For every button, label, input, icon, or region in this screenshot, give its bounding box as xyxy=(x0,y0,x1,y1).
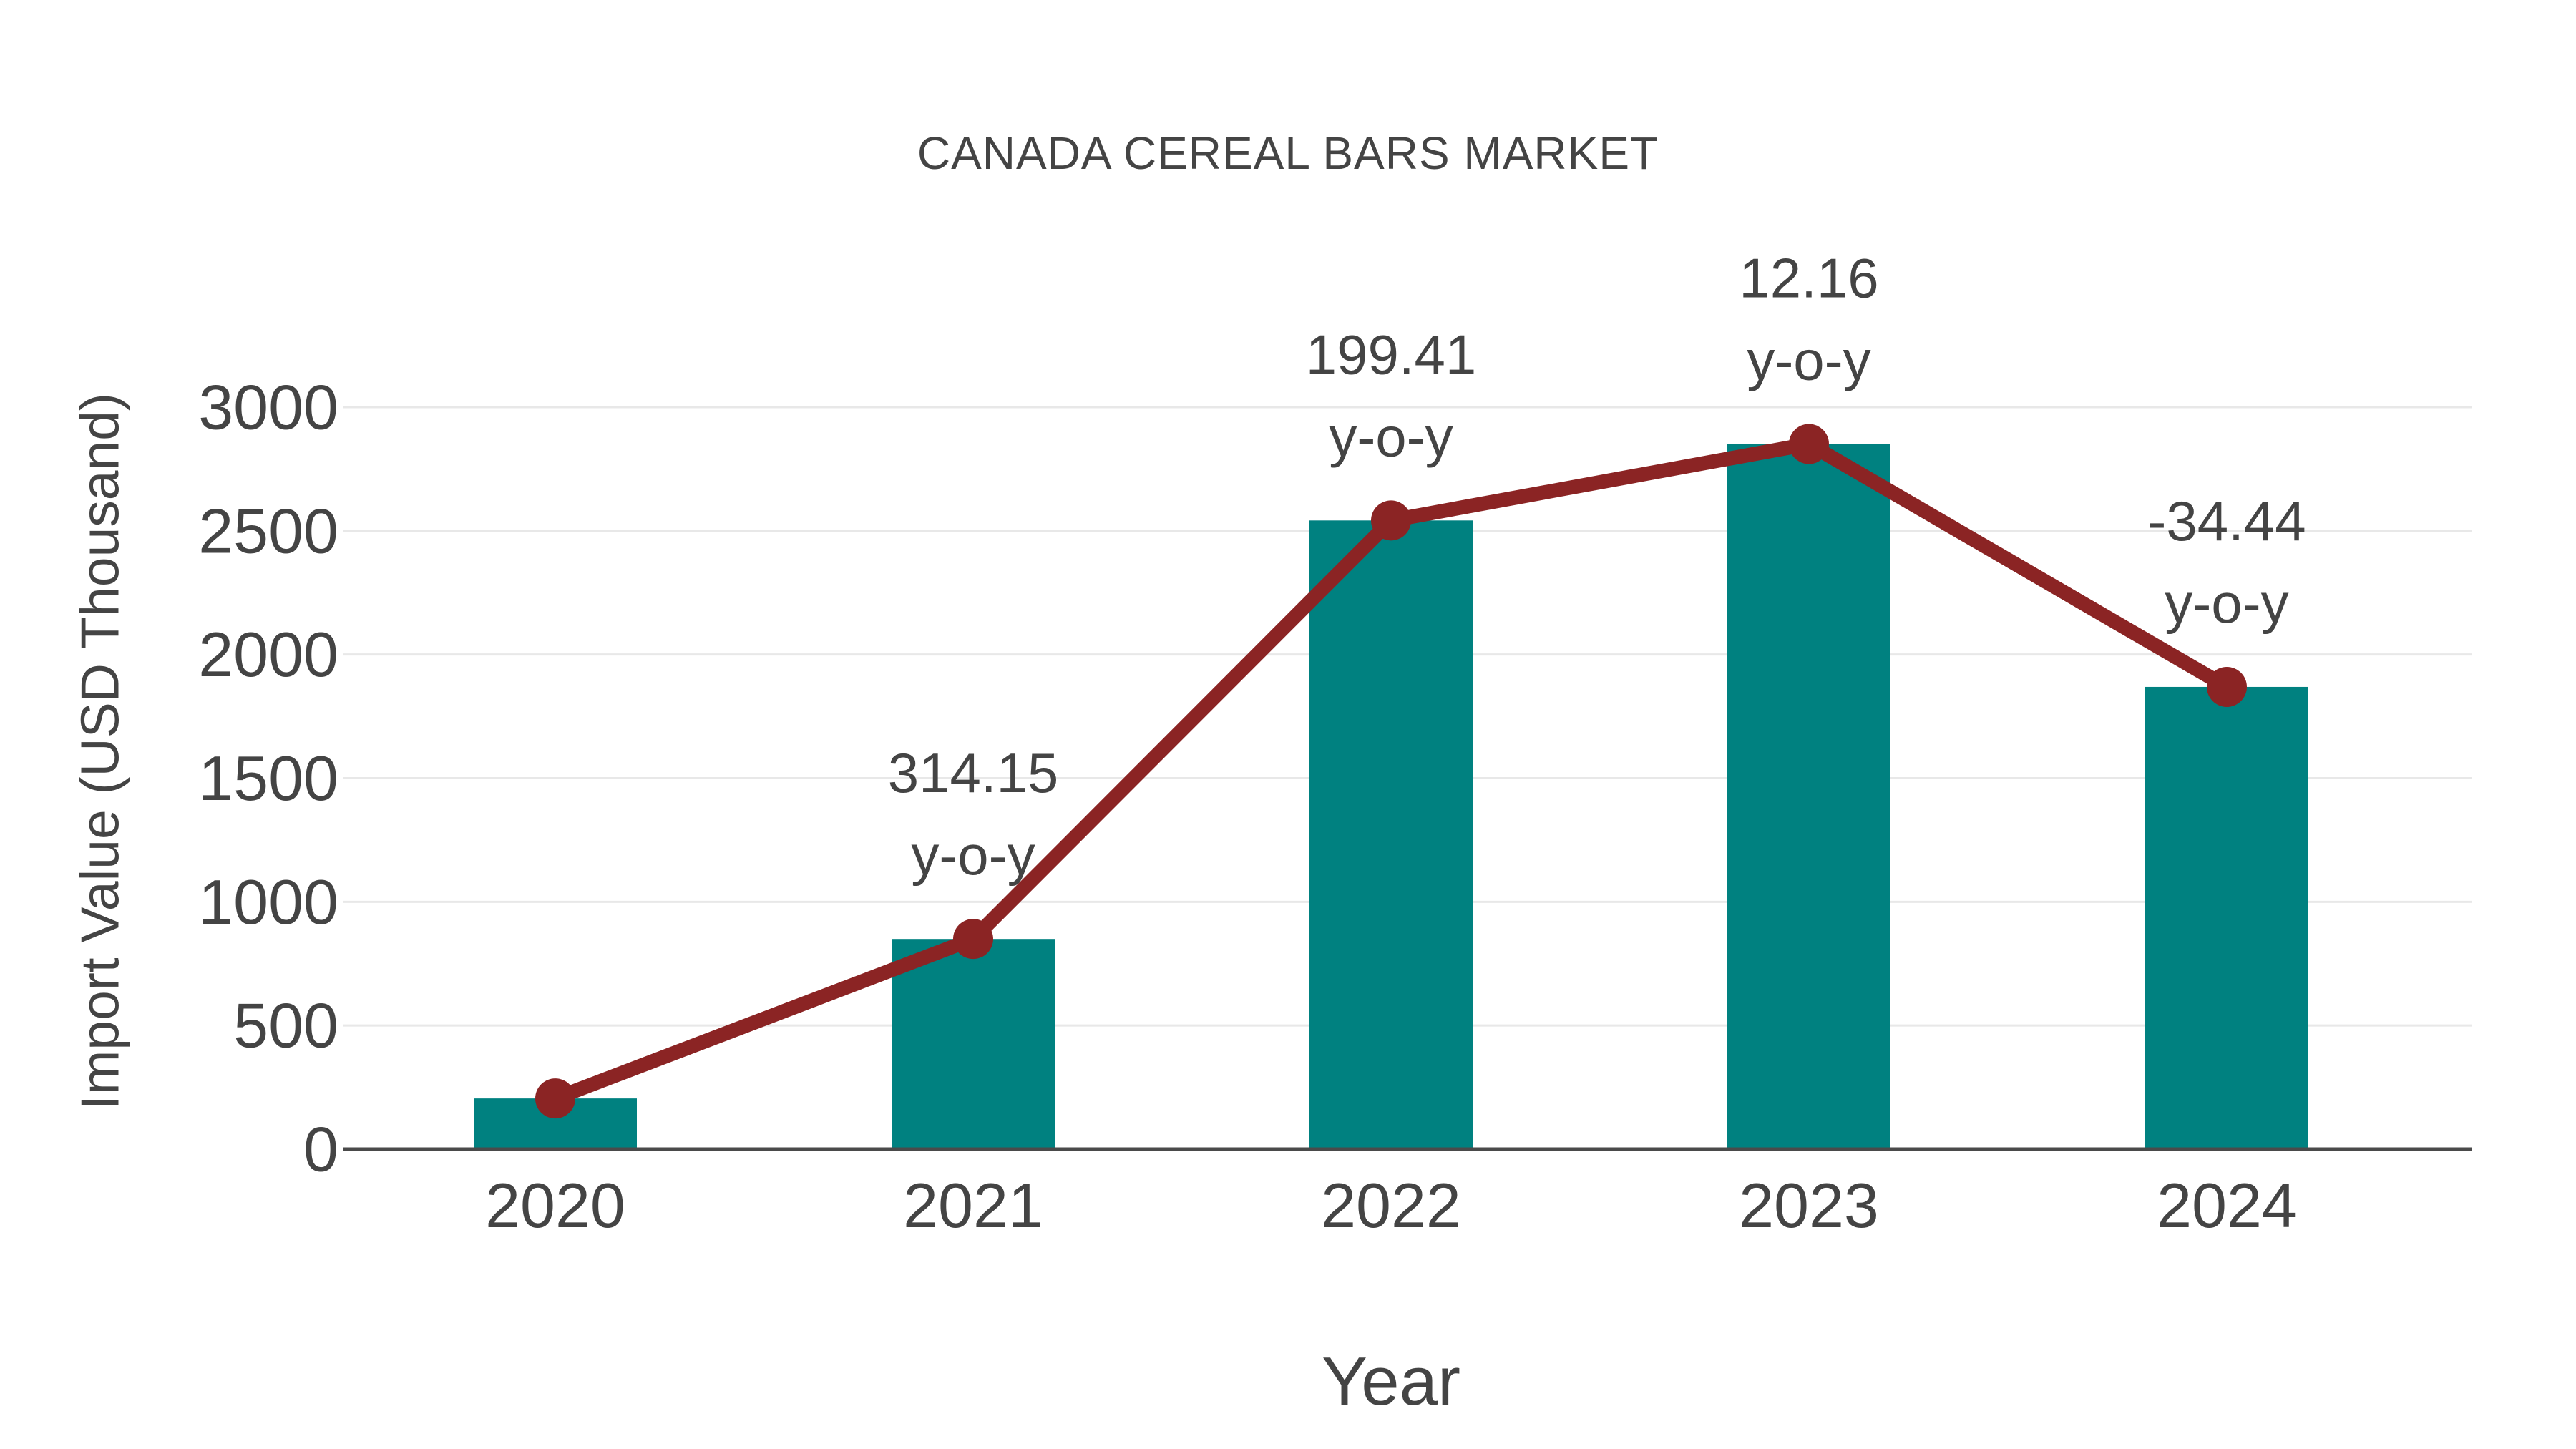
annotation-2022-value: 199.41 xyxy=(1306,323,1477,386)
data-point-2021 xyxy=(953,919,993,960)
y-tick-label-2000: 2000 xyxy=(198,619,338,690)
x-tick-label-2023: 2023 xyxy=(1739,1170,1879,1241)
x-axis-title: Year xyxy=(1322,1343,1460,1420)
y-tick-label-3000: 3000 xyxy=(198,372,338,443)
y-tick-label-0: 0 xyxy=(303,1114,338,1185)
data-point-2024 xyxy=(2207,666,2247,707)
y-tick-label-2500: 2500 xyxy=(198,495,338,566)
bar-2022 xyxy=(1309,520,1473,1149)
x-tick-label-2024: 2024 xyxy=(2157,1170,2297,1241)
y-tick-label-1500: 1500 xyxy=(198,743,338,814)
data-point-2020 xyxy=(535,1078,575,1119)
chart-title: CANADA CEREAL BARS MARKET xyxy=(917,127,1659,179)
annotation-2023-suffix: y-o-y xyxy=(1747,329,1870,392)
data-point-2022 xyxy=(1371,500,1411,541)
data-point-2023 xyxy=(1789,424,1829,464)
annotation-2021-value: 314.15 xyxy=(888,741,1059,804)
y-tick-label-500: 500 xyxy=(233,990,338,1061)
x-tick-label-2022: 2022 xyxy=(1321,1170,1461,1241)
y-tick-label-1000: 1000 xyxy=(198,867,338,937)
x-tick-label-2021: 2021 xyxy=(903,1170,1043,1241)
bar-2024 xyxy=(2145,686,2308,1149)
x-tick-label-2020: 2020 xyxy=(485,1170,625,1241)
annotation-2022-suffix: y-o-y xyxy=(1329,405,1453,468)
bar-2023 xyxy=(1727,444,1890,1149)
annotation-2021-suffix: y-o-y xyxy=(911,824,1035,887)
annotation-2024-suffix: y-o-y xyxy=(2165,572,2288,635)
annotation-2024-value: -34.44 xyxy=(2147,489,2306,552)
annotation-2023-value: 12.16 xyxy=(1739,247,1878,310)
bar-2021 xyxy=(892,939,1055,1149)
